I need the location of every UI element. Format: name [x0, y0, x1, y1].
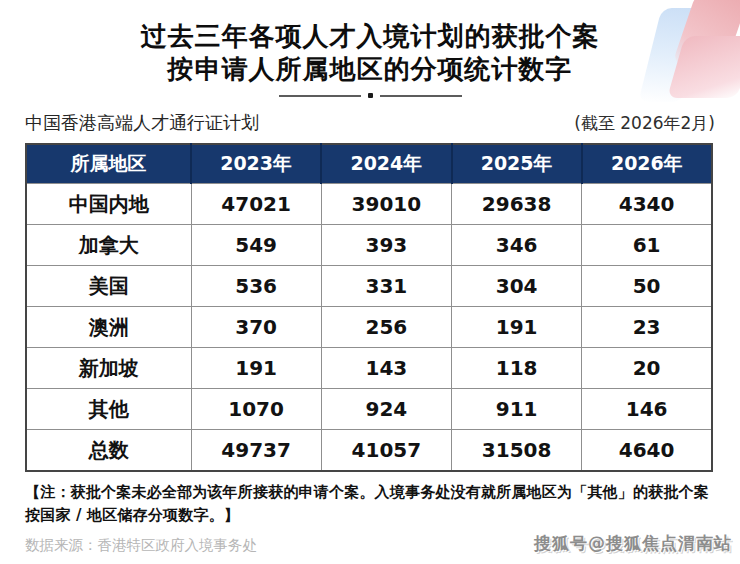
data-table: 所属地区2023年2024年2025年2026年 中国内地47021390102…	[25, 143, 713, 472]
page-title-line2: 按申请人所属地区的分项统计数字	[0, 53, 740, 86]
table-row: 加拿大54939334661	[26, 225, 712, 266]
divider-dot-icon	[368, 93, 373, 98]
value-cell: 304	[452, 266, 582, 307]
region-cell: 新加坡	[26, 348, 191, 389]
table-row: 澳洲37025619123	[26, 307, 712, 348]
column-header: 2023年	[191, 144, 321, 184]
value-cell: 20	[582, 348, 712, 389]
value-cell: 549	[191, 225, 321, 266]
region-cell: 总数	[26, 430, 191, 472]
footnote: 【注：获批个案未必全部为该年所接获的申请个案。入境事务处没有就所属地区为「其他」…	[25, 481, 718, 528]
value-cell: 4640	[582, 430, 712, 472]
region-cell: 中国内地	[26, 184, 191, 225]
divider-line-left	[279, 95, 361, 97]
value-cell: 23	[582, 307, 712, 348]
header-row: 所属地区2023年2024年2025年2026年	[26, 144, 712, 184]
cutoff-date: (截至 2026年2月)	[574, 112, 715, 135]
value-cell: 31508	[452, 430, 582, 472]
page-title-line1: 过去三年各项人才入境计划的获批个案	[0, 20, 740, 53]
data-source: 数据来源：香港特区政府入境事务处	[25, 536, 257, 555]
column-header: 2026年	[582, 144, 712, 184]
value-cell: 911	[452, 389, 582, 430]
value-cell: 146	[582, 389, 712, 430]
value-cell: 191	[191, 348, 321, 389]
table-row: 中国内地4702139010296384340	[26, 184, 712, 225]
scheme-name: 中国香港高端人才通行证计划	[25, 111, 259, 135]
table-row: 总数4973741057315084640	[26, 430, 712, 472]
page-title: 过去三年各项人才入境计划的获批个案 按申请人所属地区的分项统计数字	[0, 20, 740, 86]
value-cell: 143	[321, 348, 451, 389]
divider-line-right	[380, 95, 462, 97]
watermark: 搜狐号@搜狐焦点渭南站	[534, 532, 732, 555]
value-cell: 256	[321, 307, 451, 348]
column-header: 2025年	[452, 144, 582, 184]
value-cell: 41057	[321, 430, 451, 472]
subtitle-row: 中国香港高端人才通行证计划 (截至 2026年2月)	[25, 111, 715, 135]
title-divider	[0, 93, 740, 98]
value-cell: 61	[582, 225, 712, 266]
value-cell: 47021	[191, 184, 321, 225]
value-cell: 39010	[321, 184, 451, 225]
value-cell: 393	[321, 225, 451, 266]
region-cell: 其他	[26, 389, 191, 430]
value-cell: 924	[321, 389, 451, 430]
column-header: 2024年	[321, 144, 451, 184]
table-row: 新加坡19114311820	[26, 348, 712, 389]
value-cell: 370	[191, 307, 321, 348]
table-head: 所属地区2023年2024年2025年2026年	[26, 144, 712, 184]
value-cell: 29638	[452, 184, 582, 225]
value-cell: 49737	[191, 430, 321, 472]
value-cell: 1070	[191, 389, 321, 430]
column-header: 所属地区	[26, 144, 191, 184]
table-body: 中国内地4702139010296384340加拿大54939334661美国5…	[26, 184, 712, 472]
value-cell: 4340	[582, 184, 712, 225]
value-cell: 346	[452, 225, 582, 266]
value-cell: 331	[321, 266, 451, 307]
region-cell: 加拿大	[26, 225, 191, 266]
region-cell: 澳洲	[26, 307, 191, 348]
value-cell: 50	[582, 266, 712, 307]
table-row: 美国53633130450	[26, 266, 712, 307]
table-row: 其他1070924911146	[26, 389, 712, 430]
region-cell: 美国	[26, 266, 191, 307]
value-cell: 118	[452, 348, 582, 389]
value-cell: 536	[191, 266, 321, 307]
value-cell: 191	[452, 307, 582, 348]
